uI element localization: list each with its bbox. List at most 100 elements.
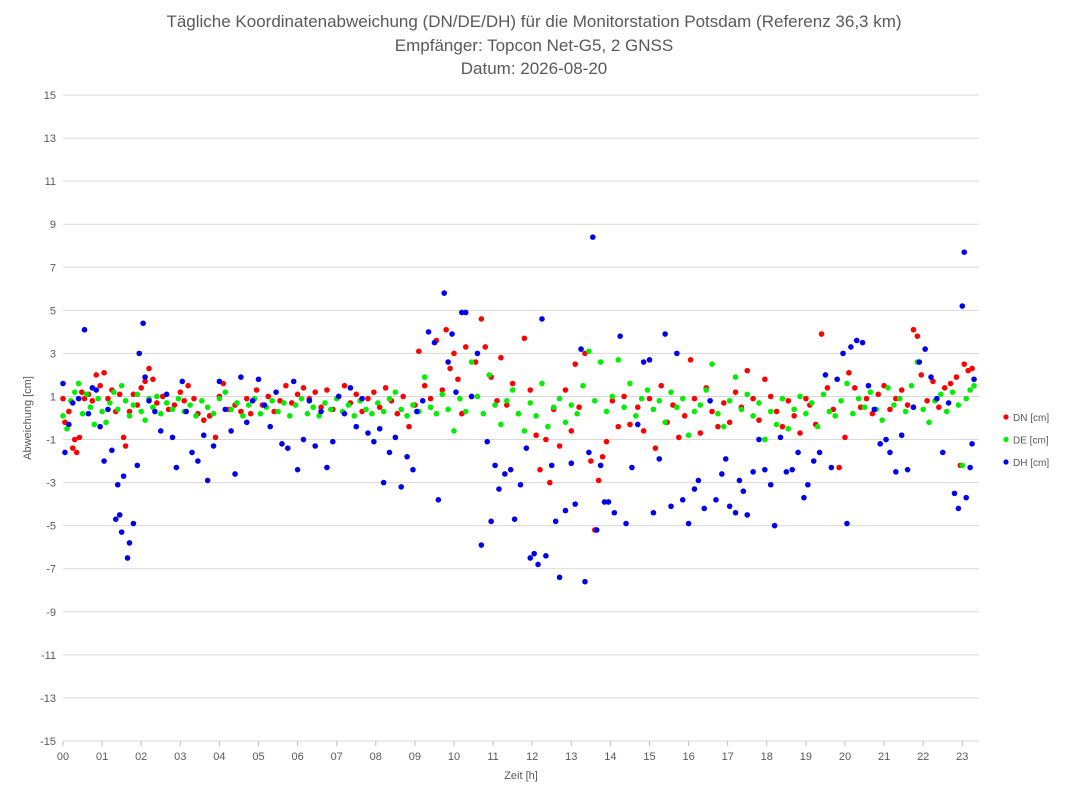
data-point (234, 400, 240, 406)
data-point (64, 425, 70, 432)
data-point (562, 387, 569, 393)
data-point (531, 550, 537, 557)
data-point (949, 389, 956, 395)
data-point (292, 402, 299, 408)
data-point (615, 423, 622, 430)
data-point (267, 423, 274, 430)
data-point (611, 509, 618, 516)
data-point (112, 516, 119, 523)
data-point (371, 389, 377, 395)
data-point (715, 410, 721, 417)
data-point (91, 421, 98, 428)
data-point (75, 395, 82, 402)
data-point (228, 406, 234, 413)
data-point (797, 393, 803, 400)
data-point (502, 471, 508, 477)
data-point (89, 397, 96, 404)
data-point (836, 464, 842, 471)
series-de (60, 348, 977, 469)
data-point (593, 527, 600, 533)
legend-marker (1003, 414, 1009, 420)
data-point (550, 404, 557, 411)
data-point (795, 449, 801, 456)
data-point (503, 397, 510, 404)
data-point (650, 509, 657, 516)
data-point (150, 376, 156, 383)
data-point (676, 434, 682, 441)
data-point (345, 402, 352, 408)
data-point (814, 423, 821, 430)
y-tick-label: 13 (44, 133, 56, 145)
data-point (576, 404, 582, 411)
data-point (386, 395, 393, 402)
data-point (199, 397, 205, 404)
x-tick-labels: 00 01 02 03 04 05 06 07 08 09 10 11 12 13 14 15 16 17 18 19… (57, 751, 969, 763)
data-point (908, 382, 915, 389)
data-point (656, 397, 663, 404)
x-tick-label: 22 (917, 751, 929, 763)
data-point (777, 434, 784, 441)
y-tick-label: -1 (46, 435, 56, 447)
data-point (771, 522, 778, 529)
x-tick-label: 14 (604, 751, 616, 763)
data-point (955, 402, 962, 408)
data-point (844, 520, 850, 527)
data-point (78, 389, 85, 395)
data-point (269, 397, 275, 404)
data-point (335, 393, 342, 400)
data-point (658, 382, 665, 389)
data-point (105, 395, 111, 402)
data-point (459, 309, 465, 316)
data-point (936, 404, 942, 411)
x-axis-label: Zeit [h] (504, 770, 538, 782)
data-point (398, 406, 405, 413)
data-point (750, 395, 756, 402)
data-point (398, 484, 405, 490)
data-point (157, 410, 164, 417)
data-point (898, 432, 905, 439)
data-point (662, 331, 668, 337)
data-point (967, 464, 973, 471)
data-point (597, 462, 604, 469)
data-point (580, 382, 586, 389)
data-point (922, 346, 928, 352)
data-point (681, 413, 688, 419)
data-point (656, 456, 663, 462)
data-point (114, 406, 121, 413)
data-point (97, 382, 103, 389)
data-point (414, 408, 420, 415)
series-dh (60, 234, 977, 585)
data-point (857, 404, 864, 411)
data-point (687, 357, 694, 363)
data-point (300, 385, 307, 391)
data-point (707, 397, 713, 404)
data-point (238, 408, 244, 415)
data-point (179, 378, 186, 385)
data-point (773, 421, 780, 428)
data-point (527, 387, 534, 393)
data-point (961, 249, 968, 255)
data-point (304, 410, 311, 417)
data-point (926, 419, 932, 426)
data-point (238, 374, 244, 380)
data-point (435, 497, 442, 503)
data-point (93, 387, 100, 393)
data-point (820, 391, 827, 398)
data-point (623, 520, 629, 527)
data-point (902, 408, 909, 415)
data-point (668, 503, 674, 510)
data-point (85, 410, 92, 417)
data-point (421, 382, 428, 389)
data-point (826, 408, 833, 415)
data-point (762, 436, 768, 443)
data-point (382, 385, 389, 391)
data-point (865, 382, 872, 389)
data-point (71, 389, 78, 395)
data-point (586, 348, 592, 355)
data-point (111, 389, 117, 395)
data-point (492, 402, 498, 408)
data-point (134, 462, 141, 469)
data-point (910, 326, 917, 333)
data-point (107, 400, 113, 406)
data-point (484, 438, 491, 445)
